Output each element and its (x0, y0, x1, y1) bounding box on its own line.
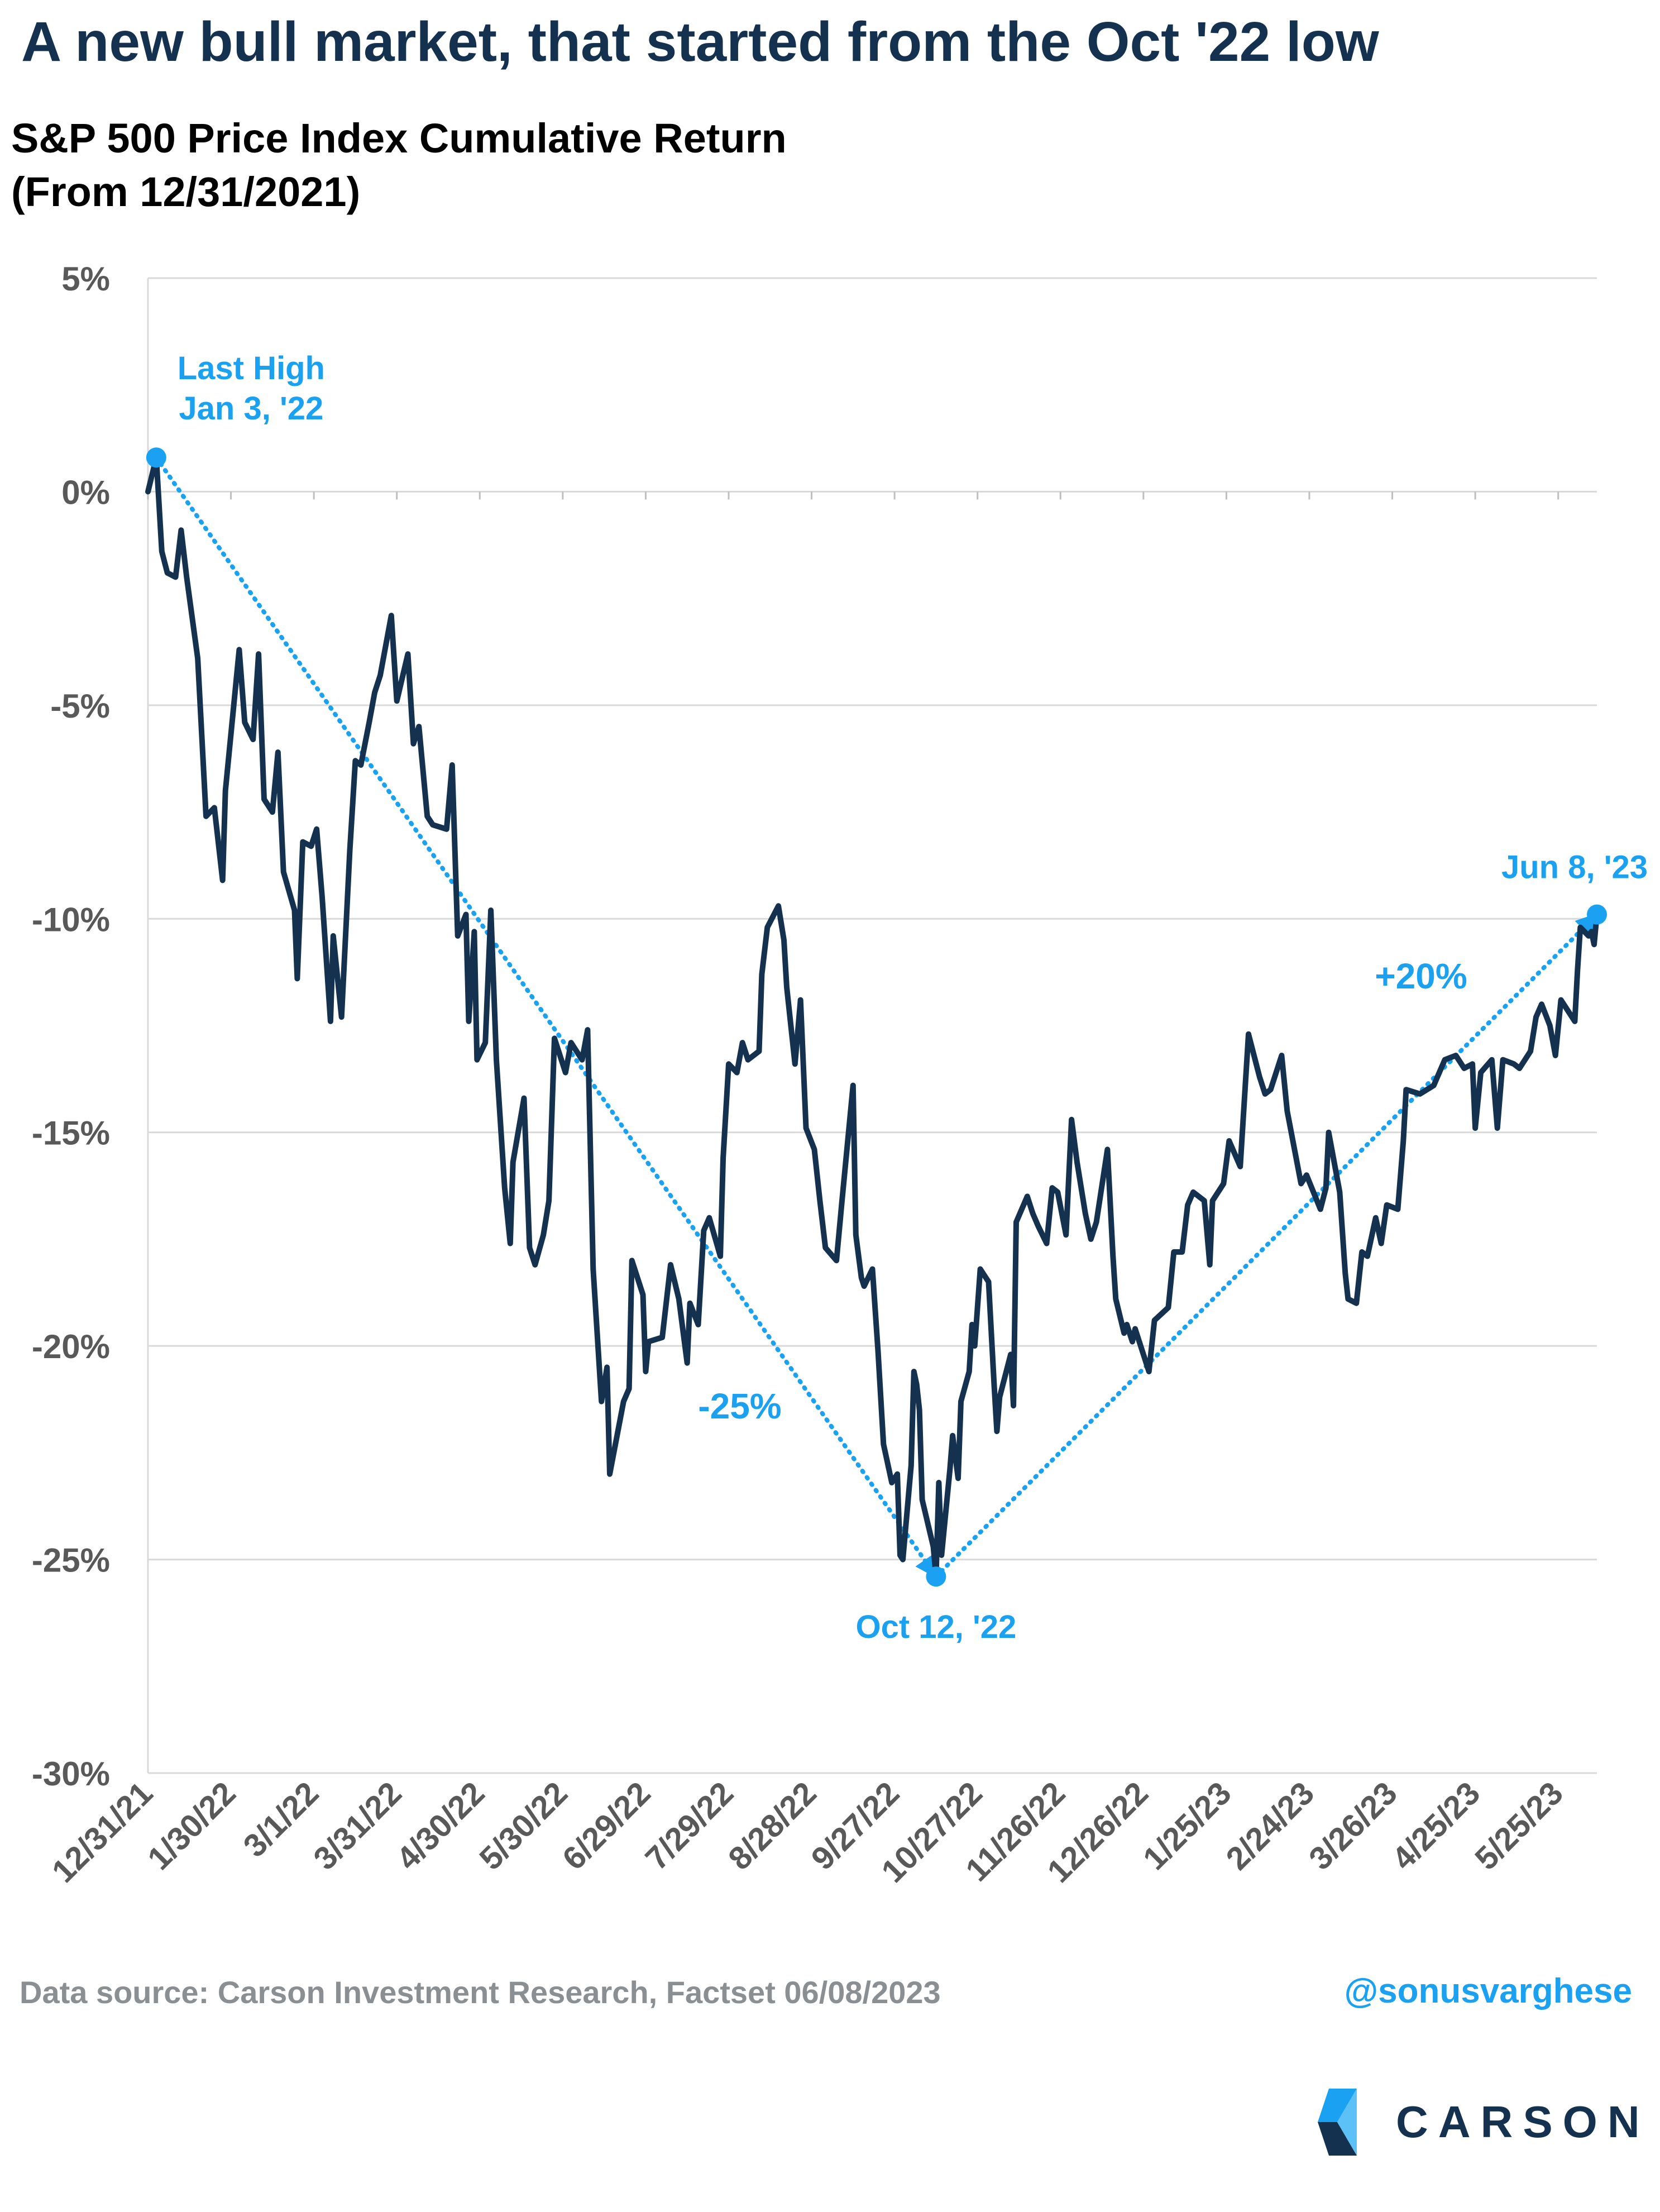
marker-point-1 (146, 447, 166, 468)
marker-label-2-line1: Oct 12, '22 (855, 1609, 1016, 1645)
logo-text: CARSON (1396, 2097, 1650, 2147)
y-tick-label: -30% (32, 1755, 110, 1793)
y-tick-label: -20% (32, 1328, 110, 1365)
marker-point-2 (926, 1566, 946, 1587)
x-tick-label: 7/29/22 (638, 1775, 740, 1877)
annotations: Last High Jan 3, '22 Oct 12, '22 Jun 8, '23… (178, 350, 1648, 1645)
carson-logo-icon (1318, 2089, 1357, 2156)
x-tick-label: 4/25/23 (1385, 1775, 1487, 1877)
y-tick-label: -10% (32, 901, 110, 938)
x-tick-label: 8/28/22 (721, 1775, 824, 1877)
carson-logo: CARSON (1312, 2083, 1640, 2161)
gridlines (148, 277, 1597, 1561)
x-tick-label: 5/25/23 (1468, 1775, 1570, 1877)
series-layer (145, 455, 1600, 1580)
chart-subtitle: S&P 500 Price Index Cumulative Return (F… (11, 112, 787, 219)
x-tick-label: 2/24/23 (1219, 1775, 1321, 1877)
y-tick-label: -25% (32, 1542, 110, 1579)
x-tick-label: 6/29/22 (556, 1775, 658, 1877)
marker-label-3-line1: Jun 8, '23 (1501, 849, 1648, 886)
x-tick-label: 1/25/23 (1136, 1775, 1238, 1877)
y-tick-label: -15% (32, 1115, 110, 1152)
y-axis-tick-labels: 5% 0% -5% -10% -15% -20% -25% -30% (32, 260, 110, 1793)
subtitle-line-1: S&P 500 Price Index Cumulative Return (11, 115, 787, 161)
x-tick-label: 3/26/23 (1302, 1775, 1404, 1877)
marker-point-3 (1587, 904, 1607, 925)
twitter-handle: @sonusvarghese (1344, 1972, 1632, 2010)
x-tick-label: 4/30/22 (390, 1775, 492, 1877)
y-tick-label: 5% (61, 260, 110, 298)
change-label-2: +20% (1375, 956, 1467, 996)
trend-arrows (154, 455, 1599, 1579)
y-tick-label: 0% (61, 474, 110, 511)
sp500-return-line (145, 455, 1600, 1580)
trend-arrow-2 (934, 912, 1599, 1579)
trend-arrow-1 (154, 455, 939, 1579)
x-tick-label: 5/30/22 (472, 1775, 575, 1877)
axes (147, 278, 1597, 1774)
subtitle-line-2: (From 12/31/2021) (11, 169, 361, 215)
markers (146, 447, 1607, 1587)
marker-label-1-line2: Jan 3, '22 (179, 390, 323, 427)
marker-label-1-line1: Last High (178, 350, 325, 386)
x-tick-label: 3/31/22 (307, 1775, 409, 1877)
y-tick-label: -5% (50, 687, 110, 725)
x-axis-tick-labels: 12/31/211/30/223/1/223/31/224/30/225/30/… (45, 1775, 1570, 1890)
change-label-1: -25% (698, 1386, 781, 1426)
x-tick-label: 1/30/22 (141, 1775, 243, 1877)
data-source-note: Data source: Carson Investment Research,… (20, 1975, 941, 2010)
main-title: A new bull market, that started from the… (21, 11, 1379, 73)
